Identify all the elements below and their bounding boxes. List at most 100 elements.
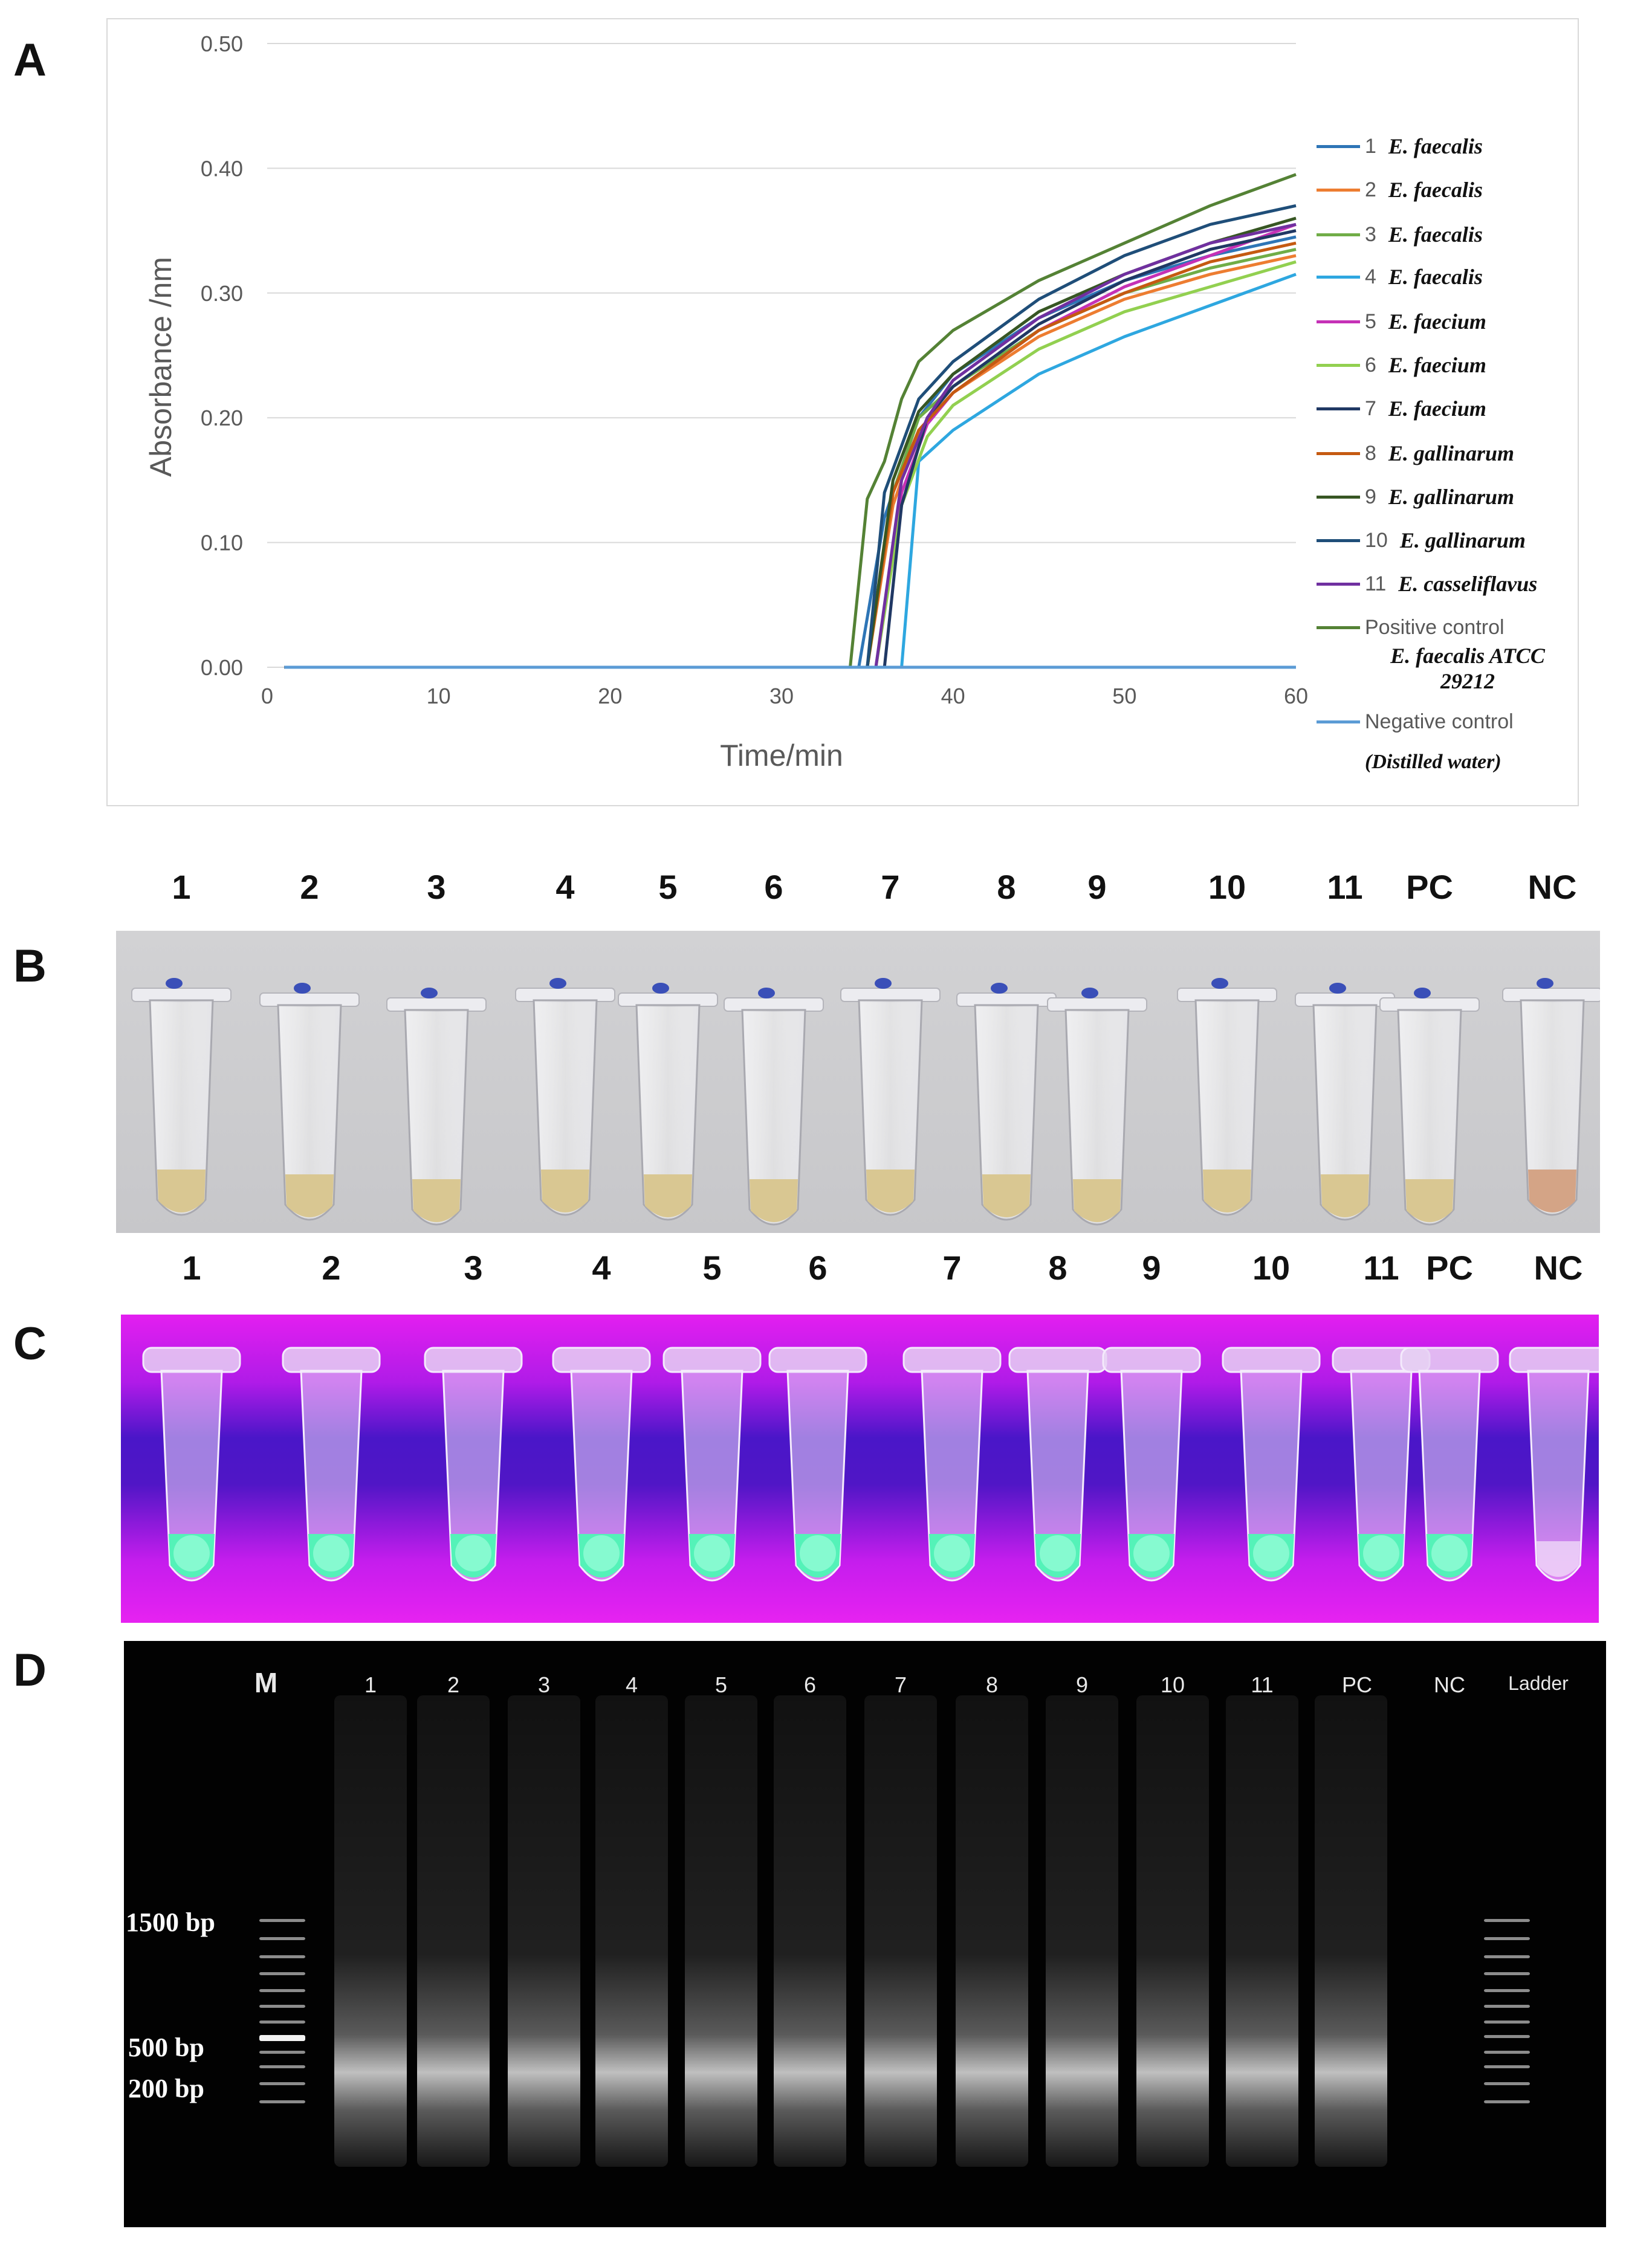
absorbance-chart: 0.00 0.10 0.20 0.30 0.40 0.50 0 10 20 30 40 50 60 Ti… <box>144 31 1308 772</box>
series-line-5 <box>284 222 1297 669</box>
tube <box>724 988 824 1226</box>
series-line-10 <box>284 204 1297 669</box>
ladder-band <box>1484 2021 1530 2024</box>
legend-item: Negative control <box>1317 704 1514 740</box>
legend-item: 2 E. faecalis <box>1317 172 1483 208</box>
y-tick-label: 0.20 <box>201 406 243 430</box>
legend-item: 3 E. faecalis <box>1317 216 1483 253</box>
tube-liquid <box>866 1170 915 1212</box>
series-line-4 <box>284 273 1297 669</box>
cap-tab-icon <box>1414 988 1431 998</box>
cap-tab-icon <box>875 978 892 989</box>
gel-lane-smear <box>1315 1695 1387 2167</box>
ladder-band <box>1484 1989 1530 1992</box>
y-tick-label: 0.00 <box>201 655 243 680</box>
tube <box>142 1347 241 1582</box>
x-tick-label: 10 <box>427 684 451 708</box>
cap-tab-icon <box>1329 983 1346 994</box>
legend-number: 11 <box>1365 572 1387 595</box>
tube-label: 2 <box>300 868 319 906</box>
series-line-6 <box>284 260 1297 669</box>
legend-swatch <box>1317 275 1360 279</box>
legend-negative-control-sub: (Distilled water) <box>1365 751 1501 773</box>
legend-species: E. gallinarum <box>1388 485 1514 509</box>
y-tick-label: 0.30 <box>201 281 243 306</box>
marker-band <box>259 1989 305 1992</box>
marker-band <box>259 2021 305 2024</box>
legend-item: 10 E. gallinarum <box>1317 522 1526 558</box>
legend-species: E. casseliflavus <box>1398 572 1538 596</box>
ladder-band <box>1484 2082 1530 2085</box>
tube-photo-uv-light <box>121 1315 1599 1623</box>
marker-band <box>259 2082 305 2085</box>
gel-lane-label: 5 <box>714 1672 728 1697</box>
tube <box>618 983 718 1221</box>
tube-liquid <box>982 1174 1031 1217</box>
legend-swatch <box>1317 363 1360 367</box>
legend-strain-line-1: E. faecalis ATCC <box>1390 644 1545 668</box>
legend-swatch <box>1317 144 1360 148</box>
marker-band <box>259 1972 305 1975</box>
tube <box>1509 1347 1599 1582</box>
ladder-band <box>1484 2100 1530 2103</box>
gel-lane-label: 6 <box>803 1672 817 1697</box>
ladder-band <box>1484 2005 1530 2008</box>
legend-label: Negative control <box>1365 710 1514 733</box>
legend-species: E. faecium <box>1388 309 1486 334</box>
tube-liquid <box>1528 1170 1576 1212</box>
tube-label: 11 <box>1327 868 1363 906</box>
marker-band <box>259 2005 305 2008</box>
legend-item: 7 E. faecium <box>1317 390 1486 427</box>
legend-swatch <box>1317 720 1360 723</box>
tube <box>1400 1347 1499 1582</box>
legend-item: 1 E. faecalis <box>1317 128 1483 164</box>
x-tick-label: 0 <box>261 684 273 708</box>
gel-lane-smear <box>774 1695 846 2167</box>
legend-item: 5 E. faecium <box>1317 303 1486 340</box>
tube-label: 7 <box>942 1249 962 1287</box>
tube-label: 8 <box>997 868 1016 906</box>
tube <box>1102 1347 1201 1582</box>
marker-band <box>259 1955 305 1958</box>
tube <box>1008 1347 1107 1582</box>
gel-marker-label: M <box>254 1667 278 1698</box>
tube <box>956 983 1057 1221</box>
tube-liquid <box>1405 1179 1454 1222</box>
marker-band <box>259 2051 305 2054</box>
legend-swatch <box>1317 626 1360 629</box>
cap-tab-icon <box>758 988 775 998</box>
tube <box>552 1347 651 1582</box>
gel-lane-smear <box>956 1695 1028 2167</box>
tube-liquid <box>285 1174 334 1217</box>
tube <box>282 1347 381 1582</box>
tube-label: 7 <box>881 868 900 906</box>
legend-label: Positive control <box>1365 615 1505 639</box>
legend-swatch <box>1317 451 1360 455</box>
legend-item: Positive control <box>1317 609 1505 646</box>
legend-number: 8 <box>1365 441 1376 465</box>
tube-label: 1 <box>172 868 191 906</box>
x-tick-label: 20 <box>598 684 622 708</box>
legend-swatch <box>1317 407 1360 410</box>
legend-number: 7 <box>1365 396 1376 420</box>
legend-number: 1 <box>1365 134 1376 158</box>
series-line-positive-control <box>284 173 1297 669</box>
gel-lane-label: NC <box>1434 1672 1465 1697</box>
tube <box>424 1347 523 1582</box>
marker-band <box>259 2100 305 2103</box>
cap-tab-icon <box>1081 988 1098 998</box>
ladder-band <box>1484 1955 1530 1958</box>
tube-label: 4 <box>556 868 575 906</box>
tube <box>1047 988 1147 1226</box>
tube <box>1295 983 1395 1221</box>
legend-species: E. faecium <box>1388 396 1486 421</box>
tube-liquid <box>157 1170 206 1212</box>
x-tick-label: 60 <box>1284 684 1308 708</box>
legend-swatch <box>1317 188 1360 192</box>
legend-item: 11 E. casseliflavus <box>1317 566 1537 602</box>
tube <box>386 988 487 1226</box>
cap-tab-icon <box>1537 978 1553 989</box>
non-fluorescent-liquid <box>1537 1541 1580 1577</box>
x-tick-label: 40 <box>941 684 965 708</box>
tube-label: NC <box>1527 868 1577 906</box>
